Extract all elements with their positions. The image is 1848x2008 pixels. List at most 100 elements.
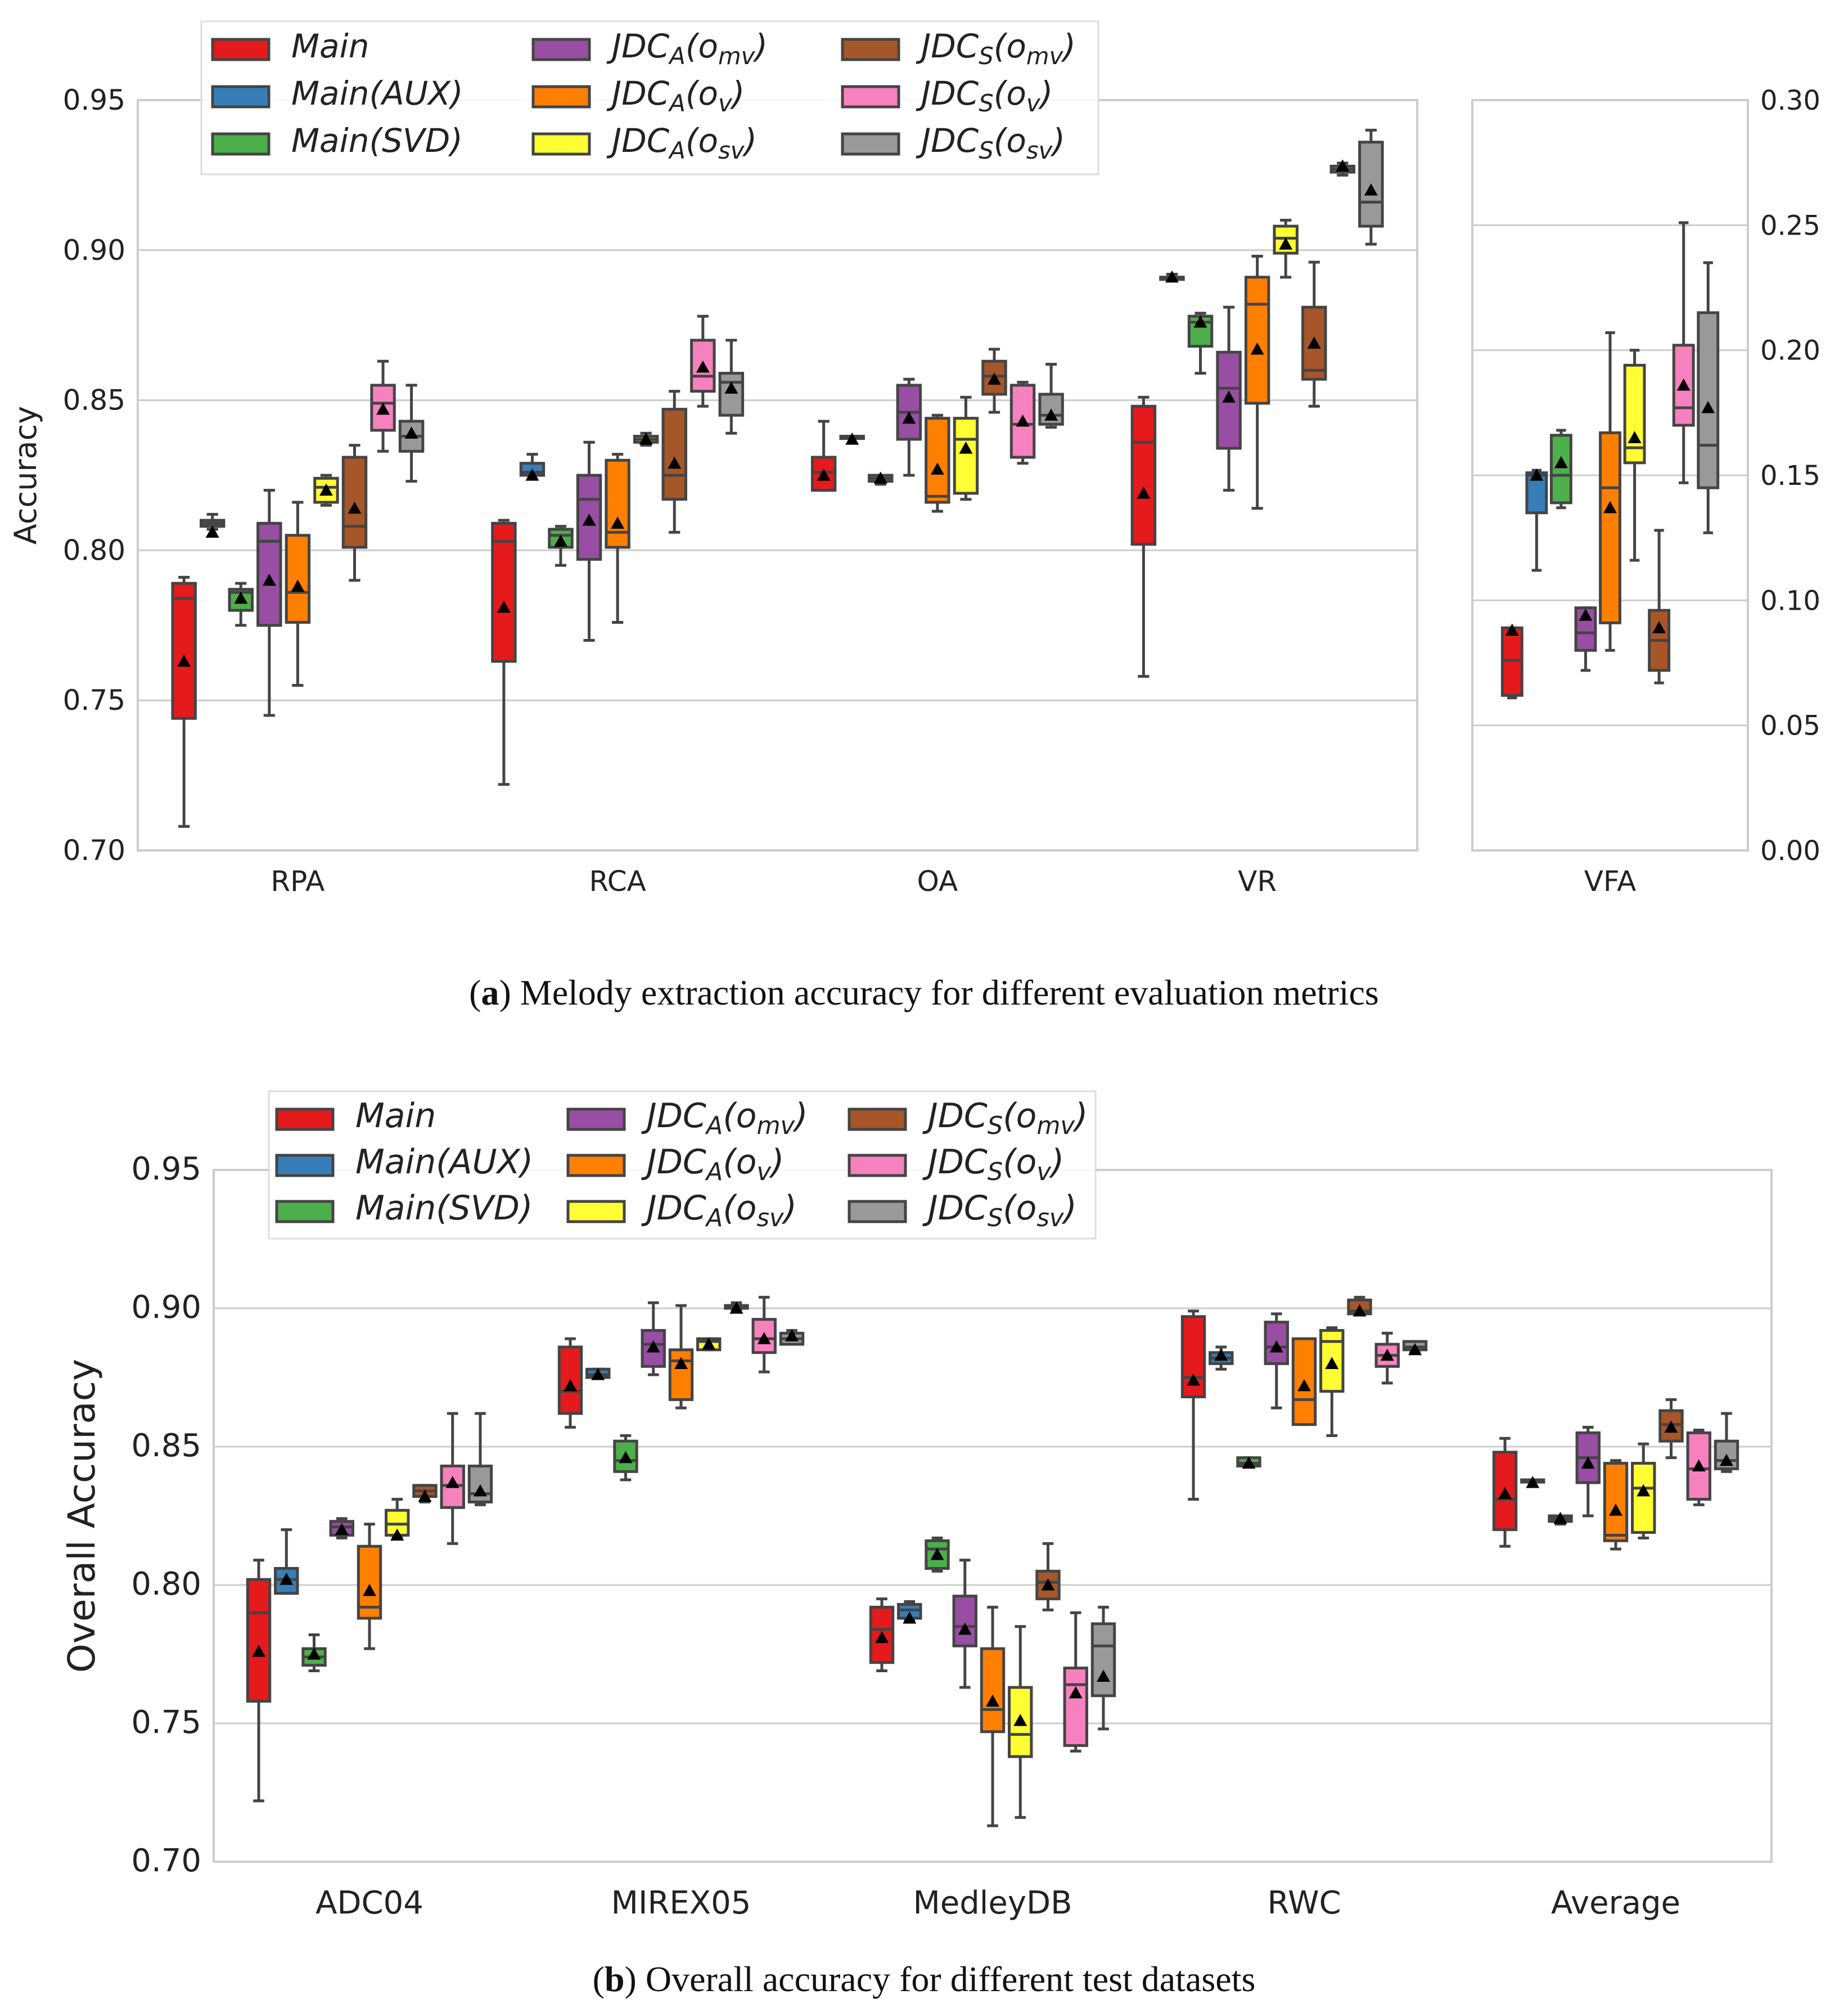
box-body <box>1180 1315 1206 1398</box>
box-ADC04-0 <box>246 1559 272 1803</box>
box-body <box>605 458 630 549</box>
y-tick-label: 0.75 <box>131 1704 201 1741</box>
box-RPA-8 <box>398 384 425 483</box>
box-ADC04-5 <box>385 1497 410 1541</box>
x-tick-label: Average <box>1551 1885 1680 1921</box>
mean-marker <box>582 514 596 526</box>
box-RWC-5 <box>1319 1326 1345 1437</box>
box-MedleyDB-7 <box>1063 1611 1088 1753</box>
mean-marker <box>986 1694 999 1707</box>
box-body <box>1009 384 1036 459</box>
box-RCA-7 <box>690 314 716 408</box>
box-VFA-0 <box>1500 623 1524 700</box>
y-tick-label: 0.05 <box>1760 710 1820 742</box>
legend-label: JDCA(ov) <box>606 74 745 117</box>
legend-swatch <box>848 1200 907 1223</box>
legend-label: JDCA(omv) <box>606 27 768 70</box>
box-OA-5 <box>953 395 979 501</box>
mean-marker <box>729 1302 743 1314</box>
box-VFA-1 <box>1525 469 1548 572</box>
legend-label: Main <box>291 27 369 65</box>
box-body <box>467 1464 493 1503</box>
legend-swatch <box>841 38 900 61</box>
mean-marker <box>1664 1420 1678 1433</box>
mean-marker <box>873 471 887 484</box>
legend-item: JDCS(ov) <box>841 74 1053 117</box>
box-VFA-6 <box>1648 529 1671 685</box>
legend-label: JDCA(osv) <box>641 1188 797 1232</box>
legend-item: JDCA(omv) <box>531 27 768 70</box>
mean-marker <box>903 1611 917 1624</box>
box-RWC-1 <box>1209 1345 1234 1371</box>
box-MedleyDB-8 <box>1090 1605 1116 1731</box>
mean-marker <box>234 591 248 604</box>
box-body <box>1063 1667 1088 1747</box>
mean-marker <box>473 1484 487 1497</box>
box-ADC04-1 <box>274 1528 299 1595</box>
legend-swatch <box>841 132 900 156</box>
box-VFA-5 <box>1623 349 1646 562</box>
box-RWC-7 <box>1374 1331 1400 1385</box>
box-RCA-1 <box>519 453 546 481</box>
box-body <box>980 1647 1006 1734</box>
legend-label: JDCA(ov) <box>641 1142 784 1186</box>
box-body <box>285 534 311 624</box>
box-MIREX05-7 <box>751 1295 777 1374</box>
box-VR-0 <box>1130 395 1157 678</box>
chart-a-vfa: 0.00 0.05 0.10 0.15 0.20 0.25 0.30 VFA <box>1471 85 1820 898</box>
mean-marker <box>348 501 362 514</box>
y-axis-label: Accuracy <box>8 406 43 545</box>
box-MedleyDB-5 <box>1008 1625 1033 1819</box>
box-RPA-6 <box>341 444 368 582</box>
mean-marker <box>404 426 418 439</box>
caption-a: (a) Melody extraction accuracy for diffe… <box>469 973 1379 1012</box>
box-OA-8 <box>1038 363 1064 429</box>
box-Average-6 <box>1658 1398 1684 1460</box>
mean-marker <box>1637 1484 1651 1497</box>
mean-marker <box>1526 1475 1540 1488</box>
box-MIREX05-3 <box>641 1301 666 1376</box>
mean-marker <box>1307 336 1321 349</box>
y-tick-label: 0.95 <box>131 1151 201 1187</box>
mean-marker <box>252 1645 266 1657</box>
box-RWC-6 <box>1347 1295 1372 1317</box>
mean-marker <box>335 1523 349 1536</box>
box-Average-2 <box>1548 1511 1573 1526</box>
plot-frame <box>1471 99 1749 852</box>
box-RCA-2 <box>548 525 574 567</box>
box-body <box>953 417 979 495</box>
mean-marker <box>280 1573 294 1585</box>
legend-swatch <box>275 1154 335 1177</box>
legend-swatch <box>531 85 591 109</box>
box-body <box>1264 1321 1289 1365</box>
box-RPA-4 <box>285 501 311 687</box>
box-OA-0 <box>810 420 837 492</box>
mean-marker <box>390 1528 404 1541</box>
box-RCA-8 <box>718 339 745 435</box>
mean-marker <box>757 1332 771 1344</box>
box-RCA-0 <box>491 519 517 786</box>
box-Average-1 <box>1520 1475 1545 1488</box>
legend-swatch <box>275 1200 335 1223</box>
legend-item: JDCS(omv) <box>841 27 1076 70</box>
box-MIREX05-2 <box>613 1434 638 1482</box>
mean-marker <box>1222 390 1236 403</box>
chart-b-overall-accuracy: 0.70 0.75 0.80 0.85 0.90 0.95 Overall Accuracy… <box>60 1151 1773 1921</box>
box-body <box>1603 1462 1629 1542</box>
box-VR-3 <box>1216 305 1242 492</box>
box-MedleyDB-3 <box>952 1559 977 1689</box>
mean-marker <box>1719 1453 1733 1466</box>
box-VFA-2 <box>1549 429 1572 510</box>
x-tick-label: OA <box>917 865 958 898</box>
mean-marker <box>525 469 539 481</box>
mean-marker <box>564 1379 578 1392</box>
caption-b: (b) Overall accuracy for different test … <box>593 1959 1256 1999</box>
box-VR-1 <box>1159 270 1185 283</box>
mean-marker <box>1016 414 1030 427</box>
mean-marker <box>1069 1686 1083 1699</box>
box-RWC-8 <box>1402 1340 1428 1356</box>
mean-marker <box>1250 342 1264 355</box>
box-body <box>1599 431 1621 624</box>
legend-item: JDCA(osv) <box>531 121 757 164</box>
box-body <box>1216 350 1242 450</box>
